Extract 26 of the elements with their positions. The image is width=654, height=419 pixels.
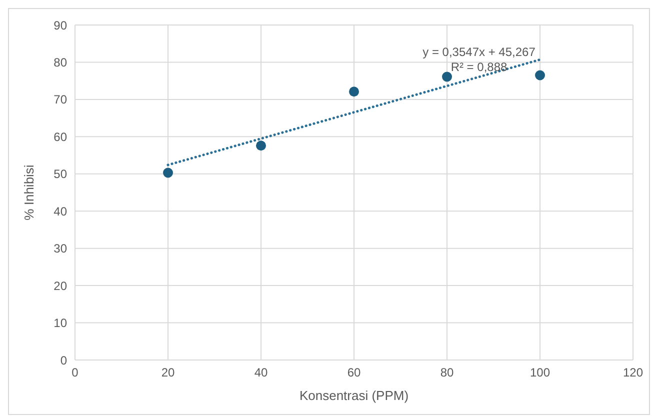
point (163, 168, 173, 178)
y-tick-label: 90 (54, 18, 68, 32)
annotation: R² = 0,888 (450, 60, 508, 75)
y-tick-label: 30 (54, 242, 68, 256)
x-tick-label: 100 (530, 366, 550, 380)
x-tick-label: 80 (440, 366, 454, 380)
x-tick-label: 120 (622, 366, 644, 380)
x-tick-label: 0 (72, 366, 79, 380)
y-tick-label: 10 (54, 316, 68, 330)
annotation: y = 0,3547x + 45,267 (422, 45, 536, 60)
point (349, 86, 359, 97)
y-axis-title: % Inhibisi (22, 164, 37, 220)
y-tick-label: 70 (54, 92, 68, 107)
y-tick-label: 40 (54, 204, 68, 218)
x-tick-label: 40 (254, 366, 268, 380)
y-tick-label: 20 (54, 278, 68, 293)
y-tick-label: 0 (60, 353, 68, 368)
y-tick-label: 50 (54, 167, 68, 182)
point (535, 70, 545, 80)
y-tick-label: 80 (54, 55, 68, 70)
point (256, 140, 266, 151)
x-tick-label: 60 (347, 366, 361, 380)
y-tick-label: 60 (54, 130, 68, 144)
x-axis-title: Konsentrasi (PPM) (299, 388, 409, 403)
point (442, 72, 452, 82)
x-tick-label: 20 (161, 366, 175, 380)
